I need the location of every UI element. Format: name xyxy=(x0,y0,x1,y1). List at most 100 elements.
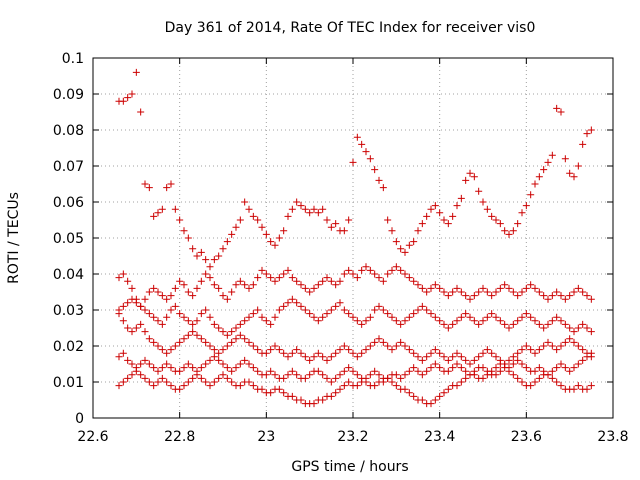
data-point xyxy=(427,205,435,213)
data-point xyxy=(306,371,314,379)
data-point xyxy=(375,302,383,310)
data-point xyxy=(163,360,171,368)
data-point xyxy=(366,266,374,274)
x-tick-label: 23.6 xyxy=(511,429,542,445)
data-point xyxy=(479,284,487,292)
data-point xyxy=(132,299,140,307)
data-point xyxy=(570,173,578,181)
data-point xyxy=(462,367,470,375)
data-point xyxy=(492,288,500,296)
data-point xyxy=(219,371,227,379)
data-point xyxy=(145,288,153,296)
data-point xyxy=(423,288,431,296)
data-point xyxy=(293,371,301,379)
data-point xyxy=(561,295,569,303)
data-point xyxy=(288,367,296,375)
data-point xyxy=(258,266,266,274)
data-point xyxy=(206,274,214,282)
data-point xyxy=(553,288,561,296)
data-point xyxy=(310,313,318,321)
data-point xyxy=(245,360,253,368)
data-point xyxy=(176,216,184,224)
data-point xyxy=(232,324,240,332)
data-point xyxy=(137,360,145,368)
data-point xyxy=(453,349,461,357)
data-point xyxy=(254,306,262,314)
data-point xyxy=(150,382,158,390)
data-point xyxy=(119,302,127,310)
data-point xyxy=(392,342,400,350)
data-point xyxy=(210,256,218,264)
data-point xyxy=(561,364,569,372)
data-point xyxy=(115,353,123,361)
data-point xyxy=(119,270,127,278)
data-point xyxy=(197,335,205,343)
data-point xyxy=(323,310,331,318)
data-point xyxy=(236,216,244,224)
data-point xyxy=(158,346,166,354)
data-point xyxy=(479,317,487,325)
data-point xyxy=(306,356,314,364)
data-point xyxy=(284,266,292,274)
data-point xyxy=(479,374,487,382)
data-point xyxy=(158,320,166,328)
data-point xyxy=(141,374,149,382)
data-point xyxy=(171,302,179,310)
data-point xyxy=(249,364,257,372)
data-point xyxy=(475,353,483,361)
data-point xyxy=(518,209,526,217)
data-point xyxy=(574,324,582,332)
data-point xyxy=(180,313,188,321)
data-point xyxy=(366,155,374,163)
data-point xyxy=(249,281,257,289)
data-point xyxy=(306,288,314,296)
data-point xyxy=(267,389,275,397)
data-point xyxy=(501,281,509,289)
data-point xyxy=(561,338,569,346)
data-point xyxy=(245,378,253,386)
data-point xyxy=(514,374,522,382)
data-point xyxy=(215,284,223,292)
data-point xyxy=(566,169,574,177)
data-point xyxy=(154,288,162,296)
data-point xyxy=(505,364,513,372)
data-point xyxy=(332,374,340,382)
data-point xyxy=(327,353,335,361)
data-point xyxy=(436,284,444,292)
data-point xyxy=(379,338,387,346)
data-point xyxy=(531,284,539,292)
y-tick-label: 0.09 xyxy=(53,87,84,103)
data-point xyxy=(371,338,379,346)
axis-ticks: 22.6 22.8 23 23.2 23.4 23.6 23.8 0 0.01 0.02 0.03 0… xyxy=(53,51,629,445)
data-point xyxy=(280,270,288,278)
data-point xyxy=(180,227,188,235)
data-point xyxy=(154,367,162,375)
data-point xyxy=(401,371,409,379)
data-point xyxy=(254,274,262,282)
data-point xyxy=(427,349,435,357)
data-point xyxy=(570,338,578,346)
data-point xyxy=(453,317,461,325)
data-point xyxy=(301,284,309,292)
data-point xyxy=(527,191,535,199)
data-point xyxy=(349,349,357,357)
data-point xyxy=(297,396,305,404)
data-point xyxy=(128,284,136,292)
data-point xyxy=(553,313,561,321)
data-point xyxy=(388,266,396,274)
data-point xyxy=(405,241,413,249)
data-point xyxy=(475,288,483,296)
data-point xyxy=(319,396,327,404)
data-point xyxy=(128,295,136,303)
data-point xyxy=(176,367,184,375)
data-point xyxy=(509,288,517,296)
data-point xyxy=(349,158,357,166)
data-point xyxy=(293,277,301,285)
data-point xyxy=(310,284,318,292)
data-point xyxy=(176,338,184,346)
data-point xyxy=(544,158,552,166)
data-point xyxy=(418,284,426,292)
data-point xyxy=(223,295,231,303)
data-point xyxy=(522,342,530,350)
data-point xyxy=(466,313,474,321)
